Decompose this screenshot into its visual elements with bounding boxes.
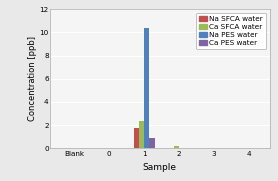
Bar — [134, 128, 139, 148]
Bar — [174, 146, 179, 148]
Bar — [144, 28, 149, 148]
Legend: Na SFCA water, Ca SFCA water, Na PES water, Ca PES water: Na SFCA water, Ca SFCA water, Na PES wat… — [197, 13, 266, 49]
Y-axis label: Concentration [ppb]: Concentration [ppb] — [28, 36, 37, 121]
Bar — [139, 121, 144, 148]
X-axis label: Sample: Sample — [143, 163, 177, 172]
Bar — [149, 138, 155, 148]
